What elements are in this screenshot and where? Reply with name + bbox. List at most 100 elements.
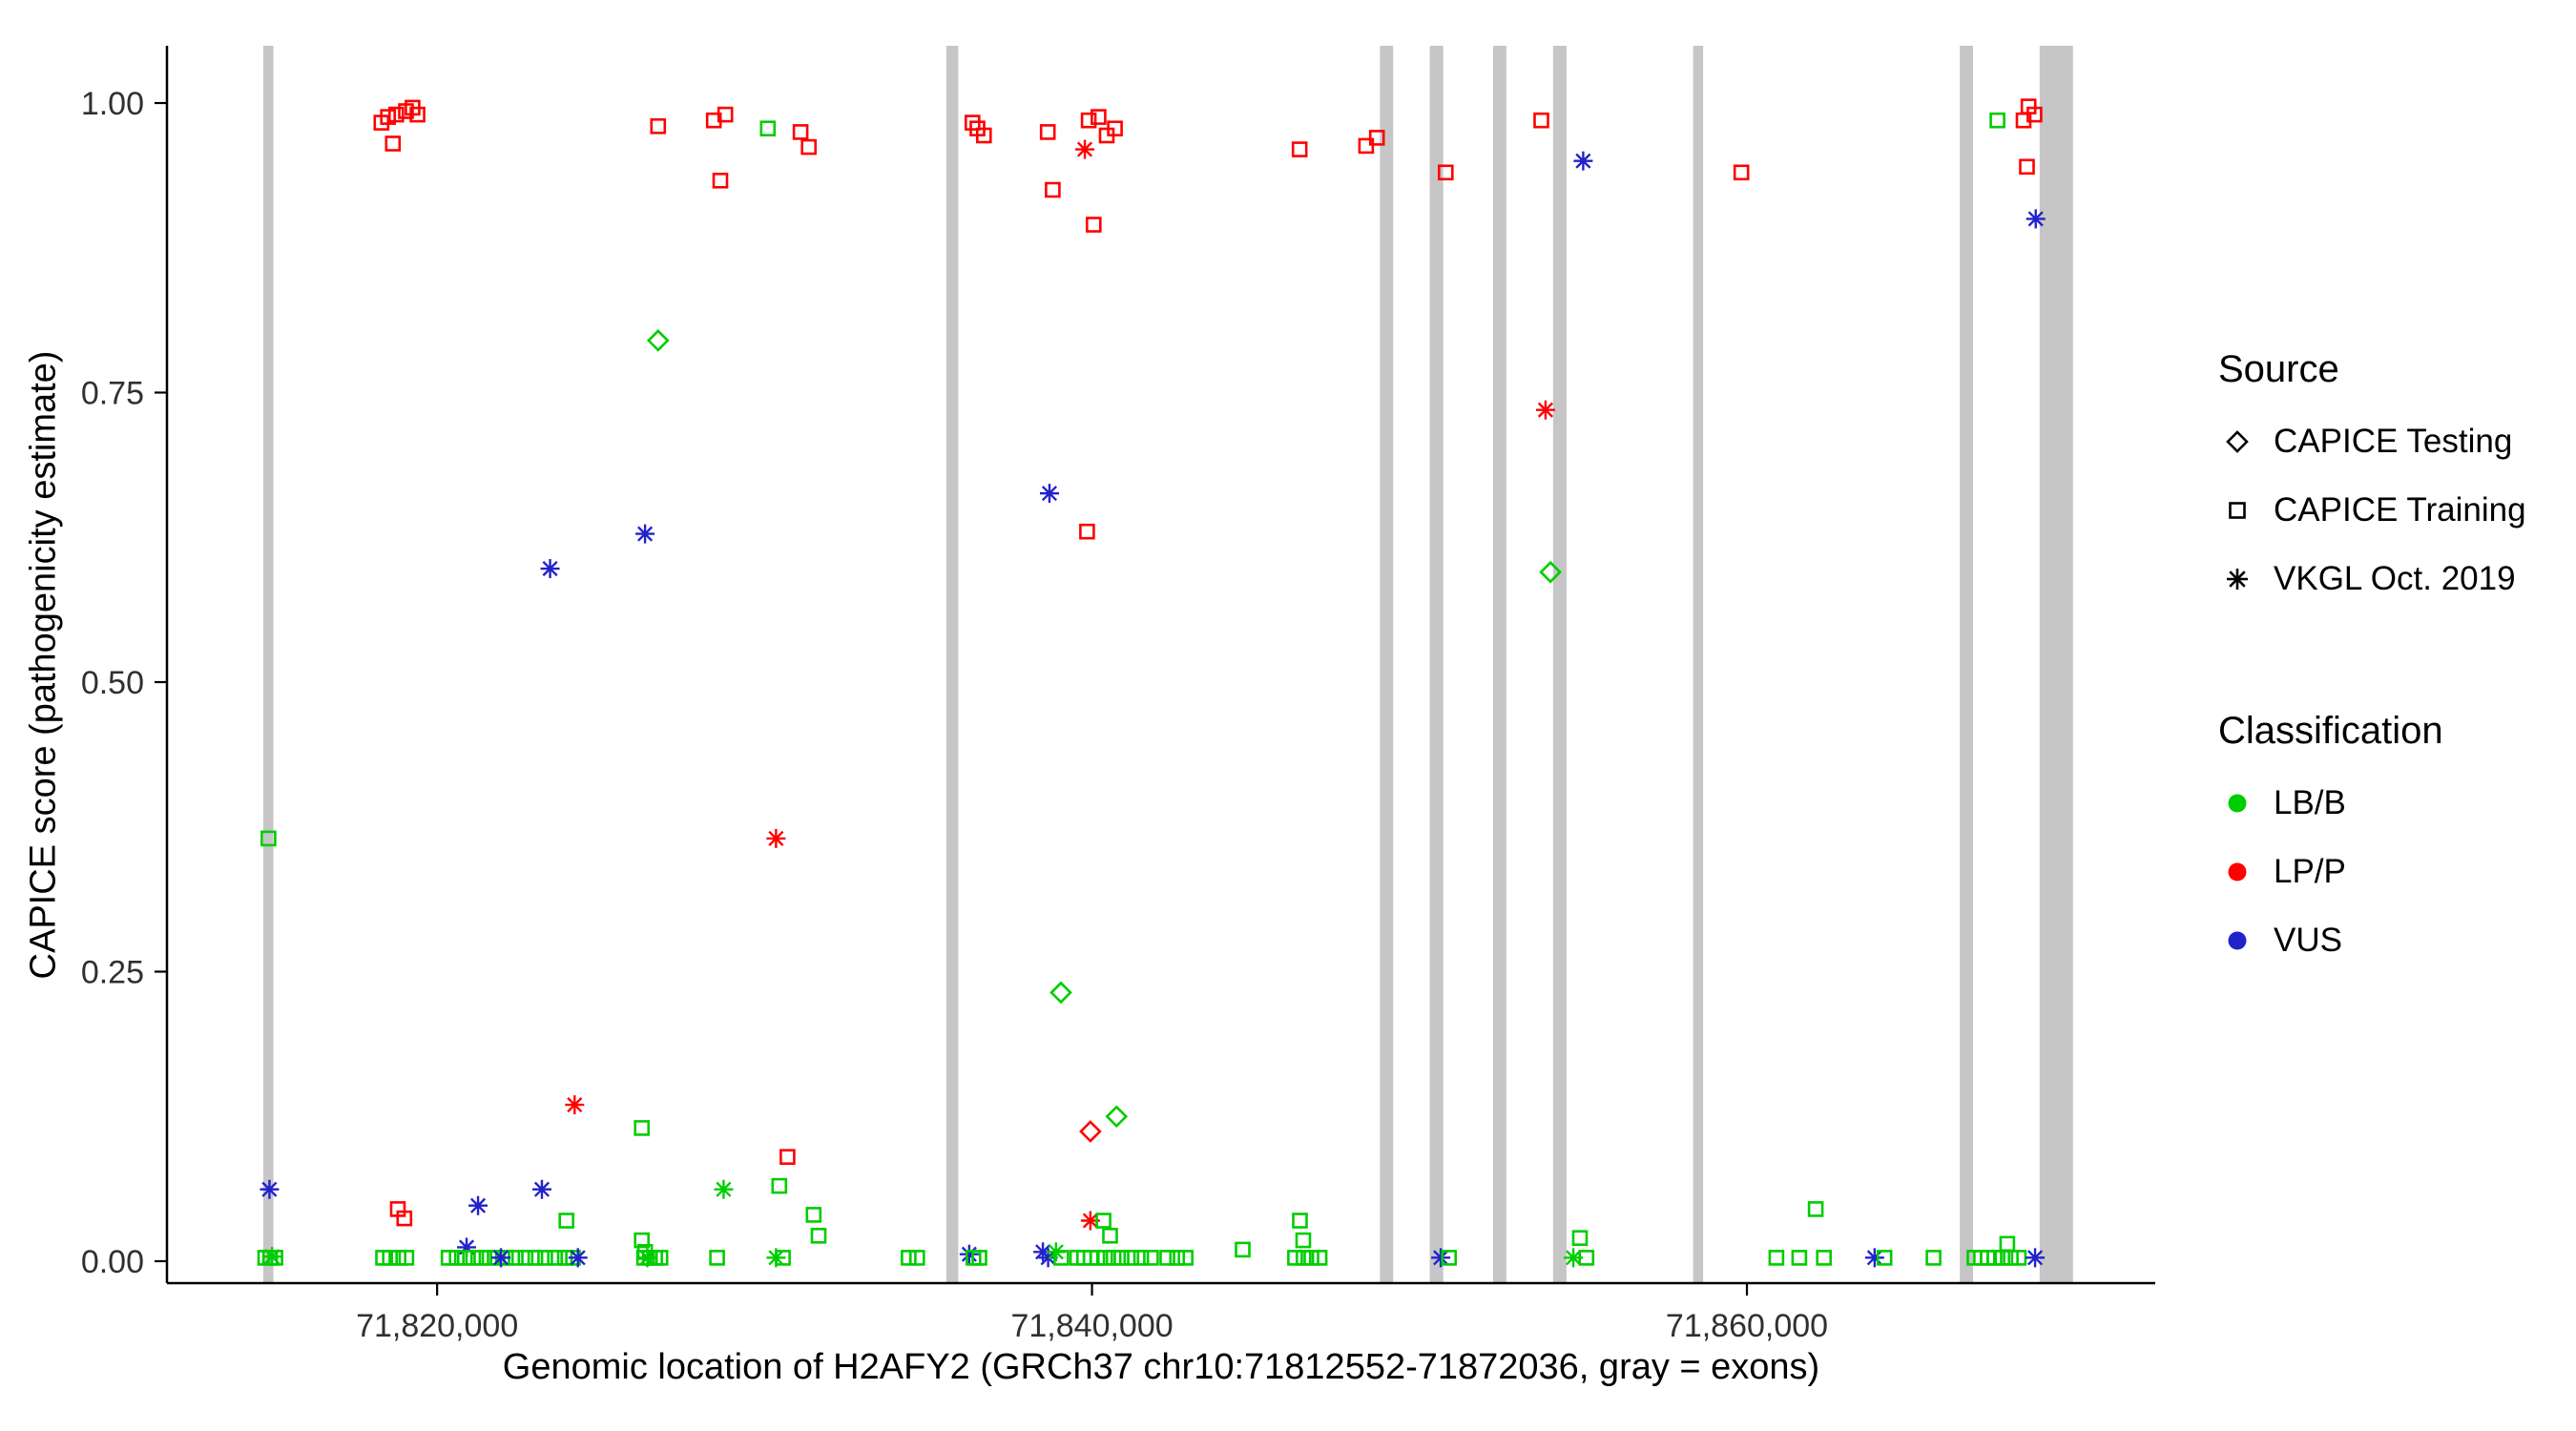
point-square-lpp — [1107, 120, 1123, 136]
point-square-lbb — [810, 1228, 827, 1244]
point-square-lpp — [1368, 130, 1385, 146]
blue-circle-icon — [2228, 931, 2247, 950]
point-asterisk-lpp — [1535, 400, 1555, 420]
point-square-lpp — [1733, 164, 1750, 181]
point-asterisk-vus — [491, 1248, 511, 1268]
point-square-lpp — [380, 109, 397, 125]
point-asterisk-lpp — [565, 1095, 585, 1115]
point-asterisk-vus — [260, 1179, 280, 1199]
y-tick-label: 0.25 — [81, 955, 144, 991]
point-asterisk-vus — [531, 1179, 551, 1199]
point-square-lbb — [547, 1250, 564, 1266]
point-asterisk-lbb — [637, 1248, 657, 1268]
point-asterisk-vus — [1573, 151, 1593, 171]
asterisk-icon — [2227, 569, 2248, 590]
point-square-lbb — [2010, 1250, 2027, 1266]
point-asterisk-vus — [1039, 484, 1059, 504]
point-square-lpp — [1533, 112, 1549, 129]
point-square-lbb — [267, 1250, 283, 1266]
point-square-lbb — [1994, 1250, 2010, 1266]
point-square-lbb — [517, 1250, 534, 1266]
point-square-lbb — [1999, 1235, 2016, 1253]
point-square-lbb — [771, 1177, 788, 1194]
point-square-lbb — [465, 1250, 482, 1266]
point-square-lbb — [1311, 1250, 1328, 1266]
point-square-lbb — [1159, 1250, 1175, 1266]
point-square-lbb — [537, 1250, 553, 1266]
exon-bar — [1960, 46, 1973, 1283]
point-square-lbb — [709, 1250, 725, 1266]
exon-bar — [2039, 46, 2073, 1283]
point-diamond-lbb — [1049, 981, 1072, 1005]
legend-item-capice-training: CAPICE Training — [2218, 488, 2526, 532]
point-square-lbb — [1097, 1250, 1113, 1266]
point-square-lbb — [775, 1250, 791, 1266]
point-square-lbb — [1143, 1250, 1159, 1266]
legend-item-lpp: LP/P — [2218, 850, 2526, 894]
legend-item-capice-testing: CAPICE Testing — [2218, 420, 2526, 464]
point-square-lpp — [1080, 112, 1097, 129]
x-tick-label: 71,860,000 — [1666, 1308, 1828, 1344]
point-square-lpp — [792, 124, 809, 140]
point-square-lbb — [1095, 1213, 1111, 1229]
point-asterisk-lpp — [1080, 1211, 1100, 1231]
point-square-lpp — [1358, 137, 1375, 155]
point-square-lpp — [409, 106, 426, 123]
point-square-lbb — [1102, 1228, 1118, 1244]
point-square-lbb — [1876, 1250, 1893, 1266]
legend-label-capice-training: CAPICE Training — [2274, 491, 2526, 529]
point-square-lpp — [387, 106, 405, 123]
point-square-lbb — [1177, 1250, 1194, 1266]
point-square-lbb — [1571, 1230, 1589, 1246]
point-square-lpp — [650, 118, 667, 135]
point-square-lbb — [1113, 1250, 1130, 1266]
point-square-lpp — [396, 1210, 413, 1227]
legend-item-vus: VUS — [2218, 919, 2526, 963]
point-square-lpp — [779, 1149, 796, 1165]
point-square-lbb — [440, 1250, 457, 1266]
exon-bar — [1693, 46, 1704, 1283]
point-square-lbb — [527, 1250, 544, 1266]
x-tick-label: 71,840,000 — [1010, 1308, 1173, 1344]
legend-classification-title: Classification — [2218, 710, 2443, 752]
point-square-lbb — [1303, 1250, 1319, 1266]
point-square-lbb — [508, 1250, 524, 1266]
diamond-icon — [2226, 430, 2249, 453]
legend-label-lpp: LP/P — [2274, 853, 2346, 890]
point-square-lbb — [1235, 1241, 1251, 1258]
point-square-lbb — [634, 1232, 651, 1249]
exon-bar — [1429, 46, 1444, 1283]
legend-label-lbb: LB/B — [2274, 784, 2346, 821]
point-square-lbb — [1105, 1250, 1122, 1266]
point-asterisk-vus — [635, 524, 655, 544]
point-square-lbb — [1441, 1250, 1457, 1266]
point-asterisk-vus — [540, 559, 560, 579]
exon-bar — [1552, 46, 1567, 1283]
point-square-lbb — [634, 1120, 651, 1136]
legend-label-capice-testing: CAPICE Testing — [2274, 423, 2513, 460]
exon-bar — [262, 46, 274, 1283]
point-asterisk-vus — [1431, 1248, 1451, 1268]
x-axis-title: Genomic location of H2AFY2 (GRCh37 chr10… — [502, 1347, 1820, 1387]
point-square-lbb — [805, 1207, 822, 1223]
point-square-lpp — [1039, 124, 1056, 140]
point-square-lpp — [1438, 164, 1454, 181]
legend-source-title: Source — [2218, 348, 2339, 390]
point-asterisk-lbb — [262, 1247, 282, 1267]
point-diamond-lpp — [1079, 1120, 1102, 1143]
point-square-lbb — [448, 1250, 466, 1266]
point-square-lpp — [384, 135, 402, 152]
point-square-lbb — [1768, 1250, 1785, 1266]
point-square-lbb — [1925, 1250, 1942, 1266]
point-asterisk-vus — [1864, 1248, 1884, 1268]
exon-bar — [1493, 46, 1506, 1283]
point-square-lpp — [1091, 109, 1107, 125]
point-square-lbb — [1053, 1250, 1070, 1266]
point-asterisk-vus — [2025, 1248, 2046, 1268]
point-square-lbb — [1807, 1201, 1824, 1217]
point-asterisk-lbb — [714, 1179, 734, 1199]
point-asterisk-lpp — [1075, 139, 1095, 159]
legend-item-lbb: LB/B — [2218, 781, 2526, 825]
point-asterisk-vus — [959, 1244, 979, 1264]
point-square-lbb — [1578, 1250, 1595, 1266]
